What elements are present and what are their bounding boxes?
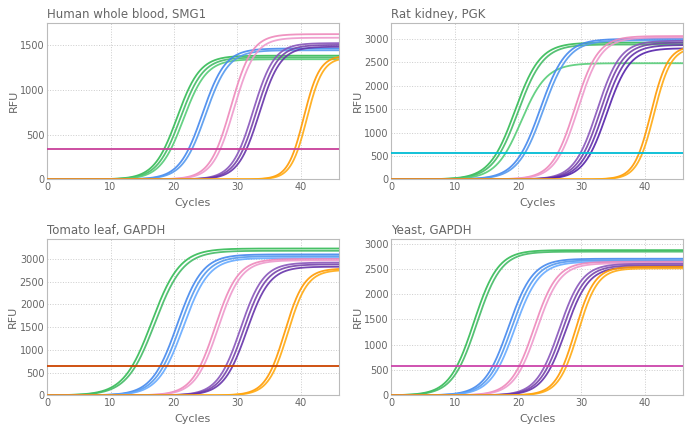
X-axis label: Cycles: Cycles xyxy=(175,414,211,424)
Y-axis label: RFU: RFU xyxy=(8,306,19,328)
X-axis label: Cycles: Cycles xyxy=(175,198,211,208)
Y-axis label: RFU: RFU xyxy=(352,90,363,112)
Text: Rat kidney, PGK: Rat kidney, PGK xyxy=(391,8,486,21)
Y-axis label: RFU: RFU xyxy=(8,90,19,112)
X-axis label: Cycles: Cycles xyxy=(519,198,555,208)
X-axis label: Cycles: Cycles xyxy=(519,414,555,424)
Text: Human whole blood, SMG1: Human whole blood, SMG1 xyxy=(47,8,207,21)
Y-axis label: RFU: RFU xyxy=(352,306,363,328)
Text: Yeast, GAPDH: Yeast, GAPDH xyxy=(391,224,472,237)
Text: Tomato leaf, GAPDH: Tomato leaf, GAPDH xyxy=(47,224,166,237)
